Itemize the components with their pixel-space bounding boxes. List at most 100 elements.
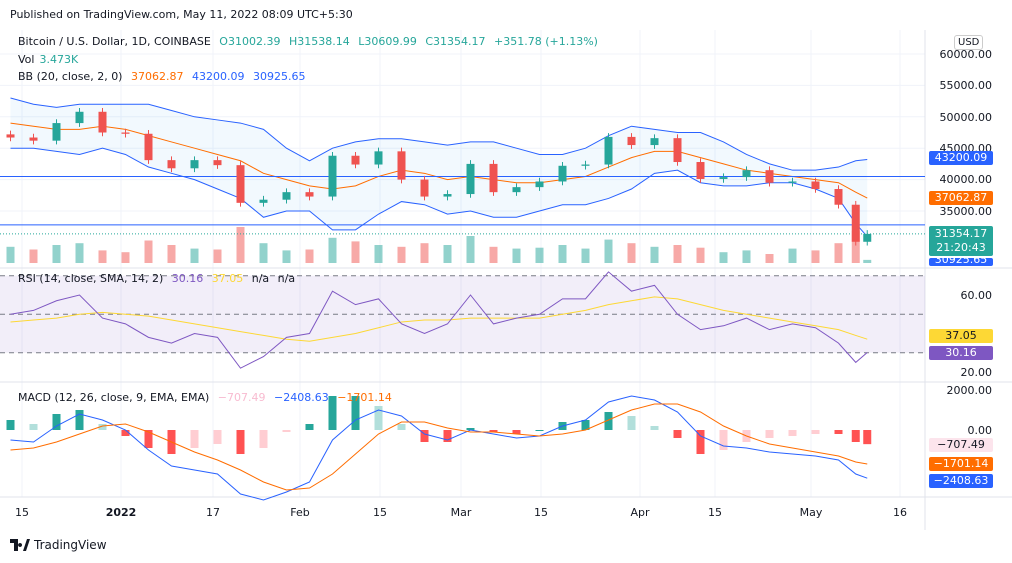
bb-upper-line	[10, 97, 868, 171]
macd-histogram-bar	[75, 410, 84, 430]
rsi-sma-value: 37.05	[211, 272, 244, 285]
macd-histogram-bar	[719, 430, 728, 450]
volume-bar	[765, 254, 774, 263]
volume-bar	[443, 245, 452, 263]
ohlc-change: +351.78 (+1.13%)	[494, 35, 598, 48]
volume-bar	[98, 250, 107, 263]
macd-tick: 0.00	[967, 424, 993, 437]
volume-bar	[466, 236, 475, 263]
macd-histogram-bar	[420, 430, 429, 442]
macd-histogram-bar	[52, 414, 61, 430]
volume-bar	[305, 249, 314, 263]
candle-body	[420, 179, 429, 197]
time-tick: 16	[893, 506, 907, 519]
time-tick: Apr	[630, 506, 650, 519]
time-tick: 15	[708, 506, 722, 519]
volume-bar	[6, 246, 15, 263]
macd-tick: 2000.00	[946, 384, 993, 397]
volume-bar	[650, 246, 659, 263]
macd-histogram-bar	[98, 424, 107, 430]
volume-bar	[144, 240, 153, 263]
time-tick: Feb	[290, 506, 310, 519]
volume-bar	[167, 245, 176, 263]
macd-legend: MACD (12, 26, close, 9, EMA, EMA) −707.4…	[18, 391, 397, 404]
macd-histogram-bar	[466, 428, 475, 430]
candle-body	[397, 151, 406, 180]
candle-body	[75, 111, 84, 124]
volume-bar	[834, 243, 843, 263]
macd-histogram-bar	[213, 430, 222, 444]
candle-body	[167, 160, 176, 169]
candle-body	[98, 111, 107, 133]
macd-label[interactable]: MACD (12, 26, close, 9, EMA, EMA)	[18, 391, 210, 404]
bb-upper-value: 43200.09	[191, 70, 245, 83]
volume-bar	[512, 248, 521, 263]
candle-body	[811, 181, 820, 190]
candle-body	[627, 136, 636, 146]
volume-bar	[811, 250, 820, 263]
macd-histogram-bar	[328, 396, 337, 430]
published-header: Published on TradingView.com, May 11, 20…	[10, 8, 353, 21]
macd-histogram-bar	[851, 430, 860, 442]
candle-body	[52, 123, 61, 141]
time-tick: 2022	[105, 506, 137, 519]
volume-bar	[52, 245, 61, 263]
rsi-legend: RSI (14, close, SMA, 14, 2) 30.16 37.05 …	[18, 272, 300, 285]
macd-hist-tag: −707.49	[929, 438, 993, 452]
macd-value: −2408.63	[274, 391, 329, 404]
volume-bar	[627, 243, 636, 263]
ohlc-high: H31538.14	[288, 35, 350, 48]
tradingview-logo-icon	[10, 539, 30, 551]
volume-label[interactable]: Vol	[18, 53, 35, 66]
candle-body	[788, 181, 797, 183]
tradingview-logo[interactable]: TradingView	[10, 538, 107, 552]
macd-histogram-bar	[121, 430, 130, 436]
bb-upper-tag: 43200.09	[929, 151, 993, 165]
candle-body	[144, 133, 153, 161]
candle-body	[581, 164, 590, 166]
price-tick: 40000.00	[939, 173, 993, 186]
rsi-line	[10, 271, 868, 369]
bb-lower-line	[10, 147, 868, 237]
bb-label[interactable]: BB (20, close, 2, 0)	[18, 70, 123, 83]
candle-body	[851, 204, 860, 242]
volume-bar	[489, 246, 498, 263]
macd-hist-value: −707.49	[217, 391, 266, 404]
bb-basis-line	[10, 122, 868, 199]
macd-histogram-bar	[604, 412, 613, 430]
rsi-value: 30.16	[171, 272, 204, 285]
macd-histogram-bar	[650, 426, 659, 430]
volume-bar	[374, 245, 383, 263]
volume-bar	[236, 227, 245, 263]
macd-histogram-bar	[627, 416, 636, 430]
last-price-tag: 31354.17 21:20:43	[929, 226, 993, 256]
rsi-tick: 60.00	[960, 289, 993, 302]
volume-bar	[851, 230, 860, 263]
rsi-label[interactable]: RSI (14, close, SMA, 14, 2)	[18, 272, 164, 285]
rsi-tick: 20.00	[960, 366, 993, 379]
macd-histogram-bar	[144, 430, 153, 448]
candle-body	[443, 194, 452, 197]
candle-body	[696, 162, 705, 179]
macd-histogram-bar	[259, 430, 268, 448]
bb-basis-value: 37062.87	[130, 70, 184, 83]
candle-body	[834, 189, 843, 205]
currency-button[interactable]: USD	[954, 35, 984, 50]
macd-histogram-bar	[863, 430, 872, 445]
volume-bar	[535, 247, 544, 263]
time-tick: Mar	[450, 506, 472, 519]
macd-signal-tag: −1701.14	[929, 457, 993, 471]
macd-histogram-bar	[811, 430, 820, 434]
volume-bar	[213, 249, 222, 263]
last-price: 31354.17	[934, 227, 988, 240]
symbol-title[interactable]: Bitcoin / U.S. Dollar, 1D, COINBASE	[18, 35, 211, 48]
rsi-na-2: n/a	[277, 272, 296, 285]
macd-signal-line	[10, 403, 868, 491]
volume-bar	[397, 246, 406, 263]
candle-body	[535, 181, 544, 188]
volume-bar	[351, 241, 360, 263]
candle-body	[29, 137, 38, 141]
macd-signal-value: −1701.14	[337, 391, 392, 404]
price-tick: 55000.00	[939, 79, 993, 92]
